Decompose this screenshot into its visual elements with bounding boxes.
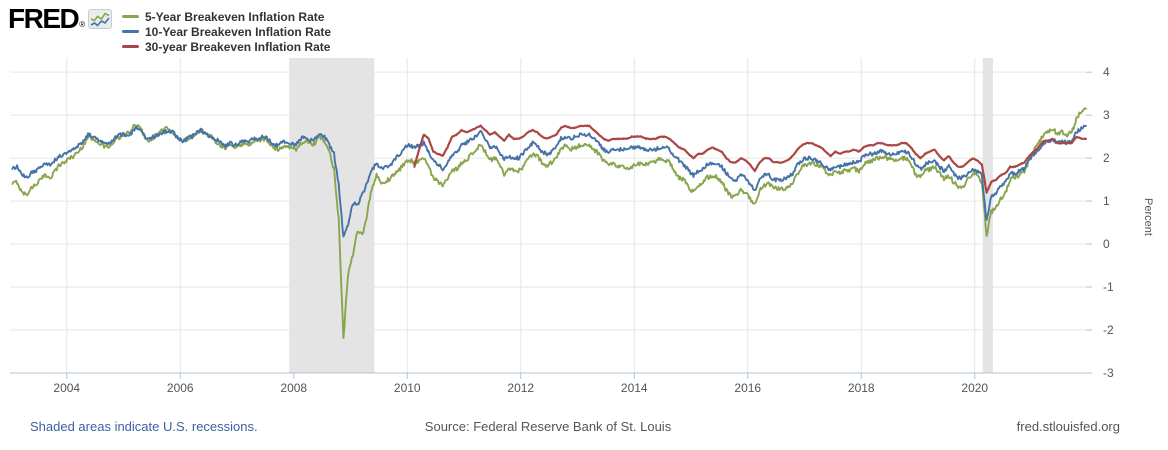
legend-item-5-year[interactable]: 5-Year Breakeven Inflation Rate [122,9,331,24]
y-tick-label: 3 [1103,108,1110,122]
legend-line-swatch-10-year [122,30,139,33]
legend-item-10-year[interactable]: 10-Year Breakeven Inflation Rate [122,24,331,39]
y-tick-label: -1 [1103,280,1114,294]
legend-label-30-year: 30-year Breakeven Inflation Rate [145,39,331,54]
recessions-note-link[interactable]: Shaded areas indicate U.S. recessions. [30,419,258,434]
y-tick-label: 1 [1103,194,1110,208]
x-tick-label: 2012 [507,381,534,395]
y-axis-title: Percent [1142,198,1154,236]
legend-line-swatch-5-year [122,15,139,18]
x-tick-label: 2008 [280,381,307,395]
y-tick-label: -2 [1103,323,1114,337]
fred-site-link[interactable]: fred.stlouisfed.org [1016,419,1120,434]
x-tick-label: 2014 [621,381,648,395]
fred-logo-registered-mark: ® [79,20,86,29]
x-tick-label: 2020 [961,381,988,395]
fred-logo-text: FRED [8,3,80,34]
legend-label-5-year: 5-Year Breakeven Inflation Rate [145,9,325,24]
series-line-10-year[interactable] [11,124,1087,238]
y-tick-label: 2 [1103,151,1110,165]
x-tick-label: 2006 [167,381,194,395]
x-tick-label: 2004 [53,381,80,395]
legend-label-10-year: 10-Year Breakeven Inflation Rate [145,24,332,39]
source-text: Source: Federal Reserve Bank of St. Loui… [424,419,672,434]
x-tick-label: 2016 [734,381,761,395]
legend-line-swatch-30-year [122,45,139,48]
fred-logo[interactable]: FRED ® [8,3,113,34]
recession-band [289,58,375,373]
y-tick-label: 0 [1103,237,1110,251]
y-tick-label: 4 [1103,65,1110,79]
fred-logo-chart-icon [88,9,113,29]
legend-item-30-year[interactable]: 30-year Breakeven Inflation Rate [122,39,331,54]
chart-legend: 5-Year Breakeven Inflation Rate 10-Year … [122,9,331,54]
x-tick-label: 2010 [394,381,421,395]
x-tick-label: 2018 [848,381,875,395]
y-tick-label: -3 [1103,366,1114,380]
series-line-5-year[interactable] [11,107,1087,339]
series-line-30-year[interactable] [413,124,1087,194]
